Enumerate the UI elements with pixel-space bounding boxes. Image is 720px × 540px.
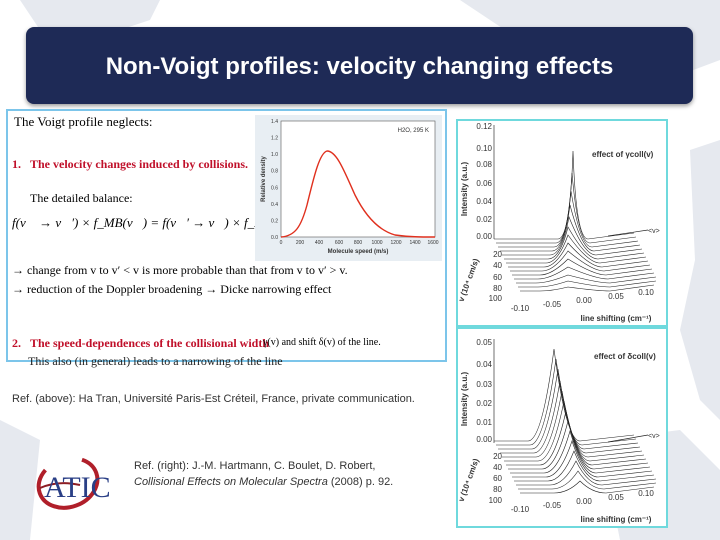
bottom-ylabel: Intensity (a.u.) xyxy=(460,372,469,427)
slide-title: Non-Voigt profiles: velocity changing ef… xyxy=(105,53,614,80)
top-ytick: 0.10 xyxy=(476,144,492,153)
bottom-xlabel: line shifting (cm⁻¹) xyxy=(581,515,652,524)
ref-right-book-title: Collisional Effects on Molecular Spectra xyxy=(134,476,328,488)
item2-rest: γ(v) and shift δ(v) of the line. xyxy=(263,337,381,348)
ref-right-line2: Collisional Effects on Molecular Spectra… xyxy=(134,476,393,488)
speed-xtick: 1600 xyxy=(427,240,438,246)
bottom-xtick: -0.10 xyxy=(511,505,530,514)
bottom-ytick: 0.01 xyxy=(476,418,492,427)
item2-number: 2. xyxy=(12,336,21,350)
bottom-xtick: -0.05 xyxy=(543,501,562,510)
speed-annotation: H2O, 295 K xyxy=(398,128,429,134)
detailed-balance-equation: f(v⃗ → v⃗′) × f_MB(v⃗) = f(v⃗′ → v⃗) × f… xyxy=(12,215,301,230)
atic-logo: ATIC xyxy=(28,454,126,512)
bottom-effect-label: effect of δcoll(v) xyxy=(594,352,656,361)
detailed-balance-label: The detailed balance: xyxy=(30,191,133,205)
top-xtick: 0.10 xyxy=(638,288,654,297)
top-ytick: 0.02 xyxy=(476,215,492,224)
top-v-tick: 20 xyxy=(493,250,502,259)
top-ytick: 0.04 xyxy=(476,197,492,206)
title-bar: Non-Voigt profiles: velocity changing ef… xyxy=(26,27,693,104)
ref-right-pages: (2008) p. 92. xyxy=(327,476,394,488)
bottom-ytick: 0.00 xyxy=(476,435,492,444)
item1-number: 1. xyxy=(12,157,21,171)
top-xtick: -0.10 xyxy=(511,304,530,313)
speed-xlabel: Molecule speed (m/s) xyxy=(328,249,389,255)
bottom-ytick: 0.02 xyxy=(476,399,492,408)
speed-xtick: 200 xyxy=(296,240,305,246)
top-xlabel: line shifting (cm⁻¹) xyxy=(581,314,652,323)
bottom-v-tick: 100 xyxy=(489,496,503,505)
top-ytick: 0.08 xyxy=(476,160,492,169)
speed-ytick: 0.0 xyxy=(271,235,278,241)
right-bottom-plot: 0.05 0.04 0.03 0.02 0.01 0.00 Intensity … xyxy=(456,327,668,528)
bullet-velocity-change: → change from v to v′ < v is more probab… xyxy=(12,263,348,277)
top-v-tick: 40 xyxy=(493,261,502,270)
bottom-v-tick: 20 xyxy=(493,452,502,461)
top-v-tick: 60 xyxy=(493,273,502,282)
speed-ytick: 1.2 xyxy=(271,136,278,142)
item2-followup: This also (in general) leads to a narrow… xyxy=(28,354,283,368)
bottom-v-tick: 60 xyxy=(493,474,502,483)
speed-ytick: 1.0 xyxy=(271,152,278,158)
bottom-ytick: 0.05 xyxy=(476,338,492,347)
speed-ytick: 1.4 xyxy=(271,119,278,125)
right-top-plot: 0.12 0.10 0.08 0.06 0.04 0.02 0.00 Inten… xyxy=(456,119,668,327)
bottom-xtick: 0.00 xyxy=(576,497,592,506)
top-v-tick: 100 xyxy=(489,294,503,303)
speed-ytick: 0.4 xyxy=(271,202,278,208)
bottom-xtick: 0.10 xyxy=(638,489,654,498)
ref-above: Ref. (above): Ha Tran, Université Paris-… xyxy=(12,393,415,405)
top-ylabel: Intensity (a.u.) xyxy=(460,162,469,217)
top-ytick: 0.00 xyxy=(476,232,492,241)
atic-logo-text: ATIC xyxy=(44,471,111,504)
bullet-dicke-narrowing: → reduction of the Doppler broadening → … xyxy=(12,282,332,296)
bottom-ytick: 0.04 xyxy=(476,360,492,369)
speed-xtick: 400 xyxy=(315,240,324,246)
speed-xtick: 600 xyxy=(335,240,344,246)
speed-xtick: 0 xyxy=(280,240,283,246)
speed-xtick: 1200 xyxy=(390,240,401,246)
top-v-axis-label: v (10⁴ cm/s) xyxy=(458,257,481,303)
speed-ylabel: Relative density xyxy=(261,155,267,201)
intro-text: The Voigt profile neglects: xyxy=(14,114,153,129)
speed-ytick: 0.6 xyxy=(271,185,278,191)
top-xtick: 0.00 xyxy=(576,296,592,305)
speed-xtick: 1400 xyxy=(409,240,420,246)
left-content-panel: The Voigt profile neglects: 1. The veloc… xyxy=(6,109,447,362)
bottom-v-axis-label: v (10⁴ cm/s) xyxy=(458,457,481,503)
maxwell-distribution-curve xyxy=(280,150,436,238)
top-ytick: 0.12 xyxy=(476,122,492,131)
bottom-v-tick: 40 xyxy=(493,463,502,472)
bottom-v-tick: 80 xyxy=(493,485,502,494)
top-xtick: 0.05 xyxy=(608,292,624,301)
bottom-v-mean-label: <v> xyxy=(648,433,660,440)
ref-right-line1: Ref. (right): J.-M. Hartmann, C. Boulet,… xyxy=(134,460,376,472)
speed-ytick: 0.2 xyxy=(271,218,278,224)
speed-ytick: 0.8 xyxy=(271,169,278,175)
top-v-tick: 80 xyxy=(493,284,502,293)
bottom-xtick: 0.05 xyxy=(608,493,624,502)
bottom-ytick: 0.03 xyxy=(476,380,492,389)
speed-distribution-plot: 0.0 0.2 0.4 0.6 0.8 1.0 1.2 1.4 0 200 40… xyxy=(255,115,442,261)
item1-heading: The velocity changes induced by collisio… xyxy=(30,157,249,171)
speed-xtick: 1000 xyxy=(371,240,382,246)
top-xtick: -0.05 xyxy=(543,300,562,309)
item2-heading: The speed-dependences of the collisional… xyxy=(30,336,270,350)
top-ytick: 0.06 xyxy=(476,179,492,188)
speed-xtick: 800 xyxy=(354,240,363,246)
top-effect-label: effect of γcoll(v) xyxy=(592,150,654,159)
top-v-mean-label: <v> xyxy=(648,228,660,235)
